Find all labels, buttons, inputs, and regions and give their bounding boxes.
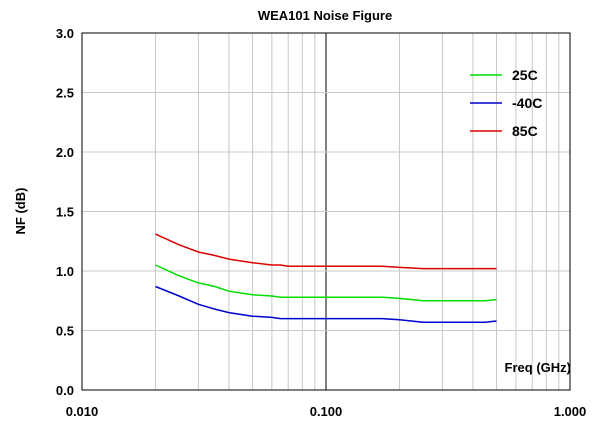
chart-title: WEA101 Noise Figure (258, 8, 392, 23)
series-line-85C (155, 233, 497, 270)
y-tick-label: 1.5 (56, 205, 74, 220)
plot-frame (81, 32, 571, 391)
y-tick-label: 1.0 (56, 264, 74, 279)
x-tick-label: 1.000 (554, 404, 587, 419)
grid (82, 33, 570, 390)
y-tick-label: 0.0 (56, 383, 74, 398)
series-line-25C (155, 264, 497, 302)
y-tick-label: 0.5 (56, 324, 74, 339)
x-tick-label: 0.100 (310, 404, 343, 419)
legend: 25C -40C 85C (470, 67, 542, 139)
legend-label: 25C (512, 67, 538, 83)
tick-labels: 0.0 0.5 1.0 1.5 2.0 2.5 3.0 0.010 0.100 1.000 (56, 26, 586, 419)
x-axis-label: Freq (GHz) (505, 360, 571, 375)
x-tick-label: 0.010 (66, 404, 99, 419)
y-tick-label: 2.0 (56, 145, 74, 160)
y-tick-label: 3.0 (56, 26, 74, 41)
legend-label: -40C (512, 95, 542, 111)
y-axis-label: NF (dB) (13, 188, 28, 235)
legend-label: 85C (512, 123, 538, 139)
y-tick-label: 2.5 (56, 86, 74, 101)
series-layer (155, 233, 497, 323)
series-line--40C (155, 285, 497, 323)
